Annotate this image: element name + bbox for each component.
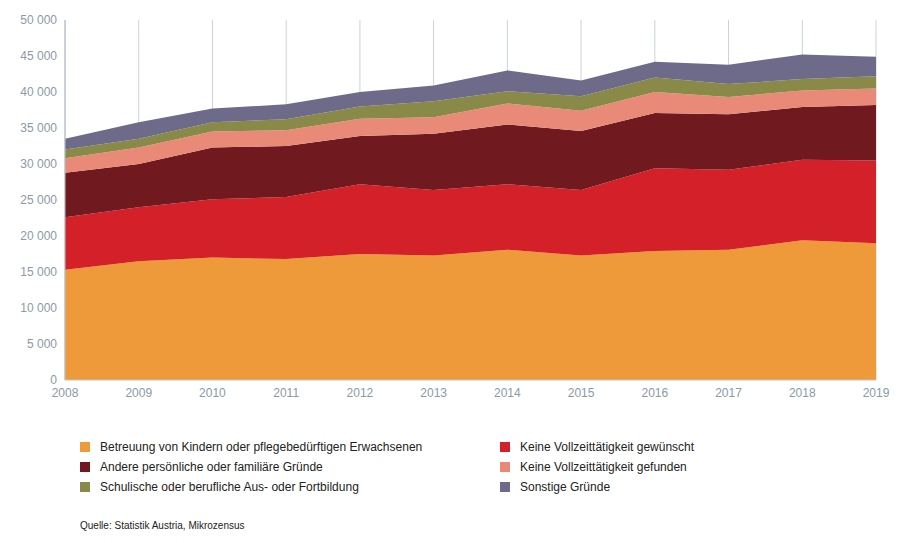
svg-text:2014: 2014	[494, 386, 521, 400]
svg-text:2015: 2015	[568, 386, 595, 400]
svg-text:35 000: 35 000	[20, 121, 57, 135]
html-text:Sonstige Gründe: Sonstige Gründe	[520, 480, 611, 494]
html-text:Quelle: Statistik Austria, Mik: Quelle: Statistik Austria, Mikrozensus	[80, 520, 245, 531]
svg-text:25 000: 25 000	[20, 193, 57, 207]
svg-text:40 000: 40 000	[20, 85, 57, 99]
svg-text:2017: 2017	[715, 386, 742, 400]
svg-text:2019: 2019	[863, 386, 890, 400]
svg-text:10 000: 10 000	[20, 301, 57, 315]
svg-text:2008: 2008	[52, 386, 79, 400]
svg-text:2018: 2018	[789, 386, 816, 400]
svg-text:0: 0	[50, 373, 57, 387]
html-text:Schulische oder berufliche Aus: Schulische oder berufliche Aus- oder For…	[100, 480, 359, 494]
svg-text:2011: 2011	[273, 386, 299, 400]
svg-text:2013: 2013	[420, 386, 447, 400]
svg-text:2009: 2009	[125, 386, 152, 400]
html-text:Betreuung von Kindern oder pfl: Betreuung von Kindern oder pflegebedürft…	[100, 440, 423, 454]
svg-text:15 000: 15 000	[20, 265, 57, 279]
svg-text:50 000: 50 000	[20, 13, 57, 27]
svg-text:45 000: 45 000	[20, 49, 57, 63]
svg-text:30 000: 30 000	[20, 157, 57, 171]
svg-text:5 000: 5 000	[27, 337, 57, 351]
html-text:Keine Vollzeittätigkeit gefund: Keine Vollzeittätigkeit gefunden	[520, 460, 687, 474]
svg-text:2016: 2016	[641, 386, 668, 400]
svg-text:2010: 2010	[199, 386, 226, 400]
svg-text:2012: 2012	[347, 386, 374, 400]
svg-text:20 000: 20 000	[20, 229, 57, 243]
html-text:Andere persönliche oder famili: Andere persönliche oder familiäre Gründe	[100, 460, 323, 474]
html-text:Keine Vollzeittätigkeit gewüns: Keine Vollzeittätigkeit gewünscht	[520, 440, 695, 454]
